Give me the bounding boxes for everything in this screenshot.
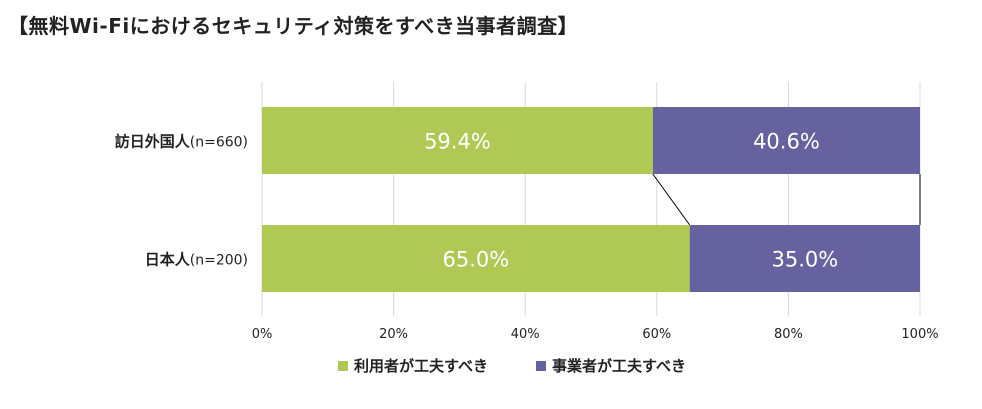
data-label: 59.4% [424, 130, 491, 154]
bar-segment [652, 107, 920, 174]
category-label: 日本人(n=200) [145, 251, 248, 269]
legend-label: 利用者が工夫すべき [354, 357, 488, 375]
category-n: (n=200) [190, 253, 248, 269]
series-line [652, 173, 691, 226]
x-tick-label: 0% [252, 327, 273, 342]
chart-title: 【無料Wi-Fiにおけるセキュリティ対策をすべき当事者調査】 [8, 14, 579, 38]
bar-segment [262, 107, 653, 174]
data-label: 40.6% [753, 130, 820, 154]
legend-swatch [338, 361, 348, 371]
data-label: 65.0% [442, 248, 509, 272]
x-tick-label: 20% [379, 327, 408, 342]
x-tick-label: 60% [642, 327, 671, 342]
bar-segment [262, 225, 690, 292]
data-label: 35.0% [771, 248, 838, 272]
bar-segment [689, 225, 920, 292]
x-tick-label: 100% [901, 327, 938, 342]
x-tick-label: 40% [511, 327, 540, 342]
category-n: (n=660) [190, 135, 248, 151]
category-label: 訪日外国人(n=660) [115, 133, 248, 151]
x-tick-label: 80% [774, 327, 803, 342]
legend-swatch [536, 361, 546, 371]
legend-label: 事業者が工夫すべき [552, 357, 686, 375]
